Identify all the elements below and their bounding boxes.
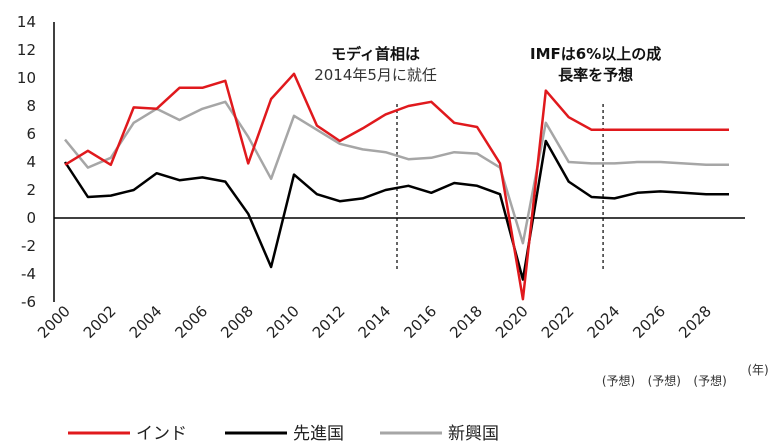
annotation-lines	[396, 104, 604, 272]
x-unit-label: (年)	[747, 363, 768, 377]
x-tick-label: 2024	[584, 302, 624, 342]
forecast-label: (予想)	[602, 373, 635, 388]
y-tick-label: -4	[21, 265, 36, 283]
y-tick-label: 10	[17, 69, 36, 87]
forecast-label: (予想)	[693, 373, 726, 388]
y-tick-label: 8	[26, 97, 36, 115]
forecast-label: (予想)	[648, 373, 681, 388]
forecast-labels: (予想) (予想) (予想)	[602, 373, 727, 388]
x-tick-label: 2006	[171, 302, 211, 342]
y-tick-label: 14	[17, 13, 36, 31]
series-line-新興国	[64, 100, 729, 245]
legend-label: インド	[136, 424, 187, 444]
annotation-title: IMFは6%以上の成	[530, 45, 661, 63]
series-line-インド	[64, 72, 729, 301]
annotation-title: モディ首相は	[331, 45, 420, 63]
x-tick-label: 2012	[309, 302, 349, 342]
y-tick-label: 0	[26, 209, 36, 227]
x-axis: 2000 2002 2004 2006 2008 2010 2012 2014 2016 2018…	[34, 302, 769, 377]
series-lines	[63, 72, 729, 301]
y-tick-label: 2	[26, 181, 36, 199]
x-tick-label: 2026	[629, 302, 669, 342]
series-line-先進国	[63, 139, 729, 281]
x-tick-label: 2014	[355, 302, 395, 342]
x-tick-label: 2016	[400, 302, 440, 342]
annotation-subtitle: 2014年5月に就任	[314, 66, 437, 84]
y-tick-label: 4	[26, 153, 36, 171]
x-tick-label: 2002	[80, 302, 120, 342]
x-tick-label: 2010	[263, 302, 303, 342]
y-axis: 14 12 10 8 6 4 2 0 -2 -4 -6	[17, 13, 55, 311]
x-tick-label: 2028	[675, 302, 715, 342]
x-tick-label: 2000	[34, 302, 74, 342]
x-tick-label: 2004	[126, 302, 166, 342]
x-tick-label: 2018	[446, 302, 486, 342]
x-tick-label: 2020	[492, 302, 532, 342]
annotation-subtitle: 長率を予想	[558, 66, 633, 84]
y-tick-label: -6	[21, 293, 36, 311]
legend-label: 新興国	[448, 424, 499, 444]
legend: インド 先進国 新興国	[68, 424, 499, 444]
x-tick-label: 2008	[217, 302, 257, 342]
y-tick-label: 6	[26, 125, 36, 143]
x-tick-label: 2022	[538, 302, 578, 342]
y-tick-label: 12	[17, 41, 36, 59]
y-tick-label: -2	[21, 237, 36, 255]
legend-label: 先進国	[293, 424, 344, 444]
